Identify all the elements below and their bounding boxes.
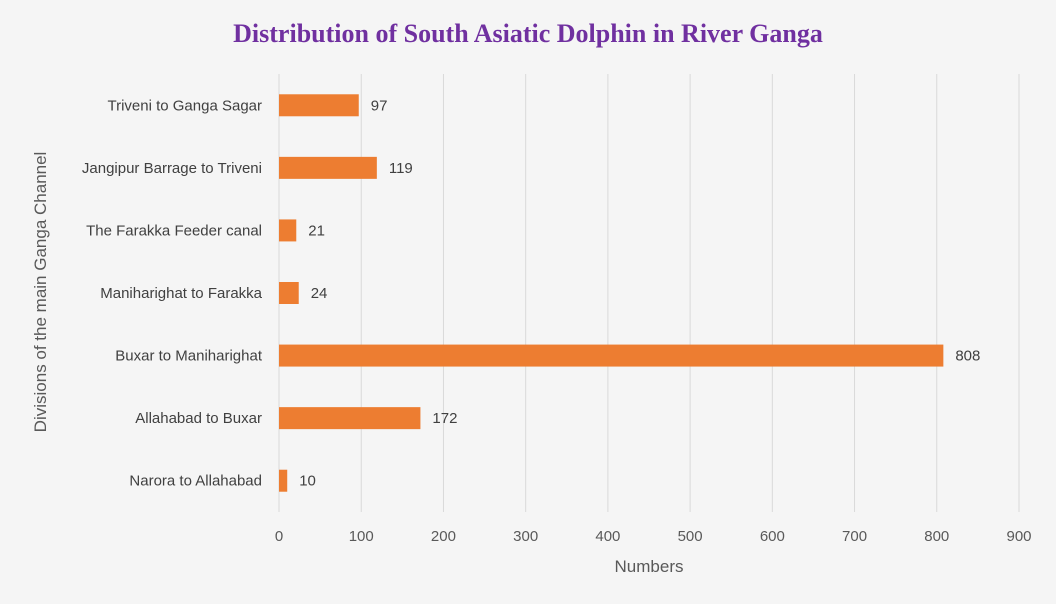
bar — [279, 94, 359, 117]
gridlines — [278, 74, 1020, 512]
bar — [279, 219, 297, 242]
bar — [279, 469, 288, 492]
bars — [279, 94, 944, 492]
bar — [279, 344, 944, 367]
bar — [279, 407, 421, 430]
x-tick-label: 600 — [760, 528, 785, 545]
data-label: 21 — [308, 222, 325, 239]
x-tick-label: 900 — [1006, 528, 1031, 545]
x-tick-label: 0 — [275, 528, 283, 545]
y-category-label: Allahabad to Buxar — [135, 410, 262, 427]
x-tick-label: 800 — [924, 528, 949, 545]
x-tick-label: 300 — [513, 528, 538, 545]
y-axis-categories: Narora to Allahabad Allahabad to Buxar Bux… — [82, 97, 263, 489]
bar — [279, 156, 377, 179]
data-label: 97 — [371, 97, 388, 114]
x-tick-label: 700 — [842, 528, 867, 545]
data-label: 172 — [432, 410, 457, 427]
y-category-label: Maniharighat to Farakka — [100, 285, 262, 302]
y-category-label: The Farakka Feeder canal — [86, 222, 262, 239]
bar — [279, 282, 299, 304]
data-label: 119 — [389, 160, 413, 177]
y-category-label: Jangipur Barrage to Triveni — [82, 160, 262, 177]
data-label: 808 — [955, 348, 980, 365]
y-category-label: Triveni to Ganga Sagar — [107, 97, 262, 114]
data-label: 10 — [299, 473, 316, 490]
x-axis-ticks: 0 100 200 300 400 500 600 700 800 900 — [275, 528, 1032, 545]
x-tick-label: 500 — [678, 528, 703, 545]
chart-title: Distribution of South Asiatic Dolphin in… — [233, 19, 823, 48]
data-label: 24 — [311, 285, 328, 302]
x-axis-title: Numbers — [615, 557, 684, 576]
y-category-label: Buxar to Maniharighat — [115, 348, 263, 365]
data-labels: 10 172 808 24 21 119 97 — [299, 97, 980, 489]
y-axis-title: Divisions of the main Ganga Channel — [31, 152, 50, 433]
x-tick-label: 100 — [349, 528, 374, 545]
x-tick-label: 400 — [595, 528, 620, 545]
x-tick-label: 200 — [431, 528, 456, 545]
y-category-label: Narora to Allahabad — [129, 473, 262, 490]
